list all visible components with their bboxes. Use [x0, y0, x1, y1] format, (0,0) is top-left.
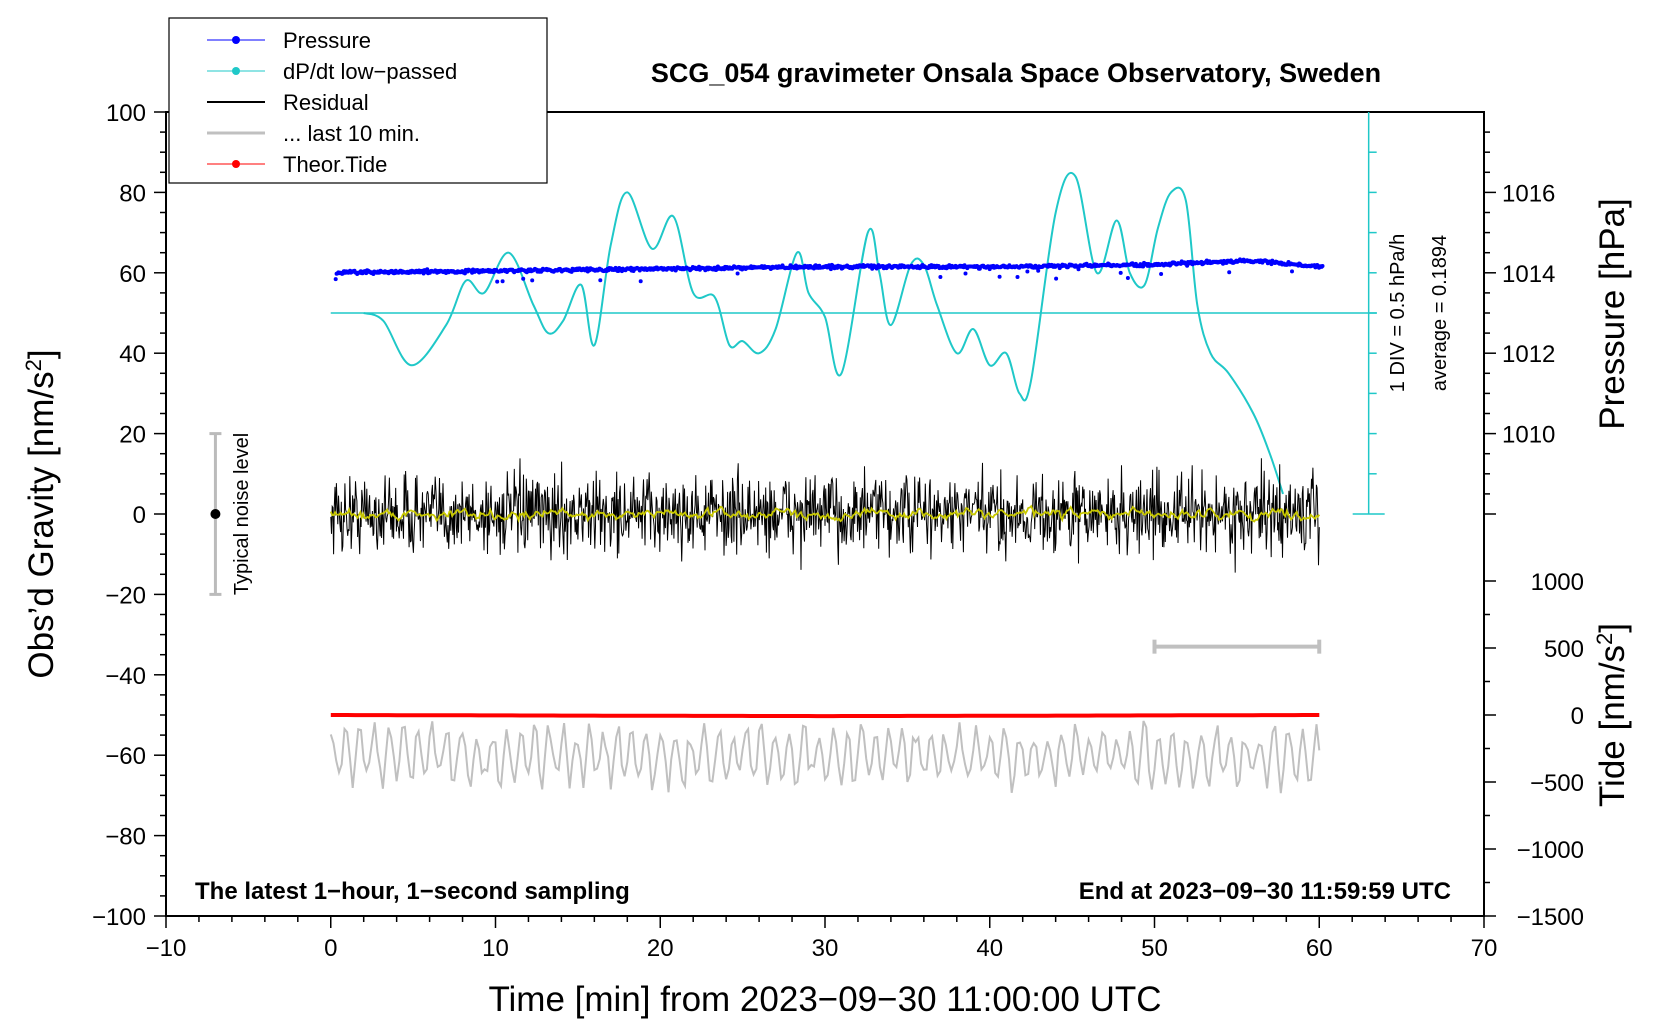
tide-tick-label: −500: [1530, 770, 1584, 797]
pressure-point: [828, 267, 833, 272]
legend-label-last10: ... last 10 min.: [283, 121, 420, 146]
pressure-point: [963, 271, 968, 276]
tide-tick-label: −1000: [1517, 837, 1584, 864]
y-axis-label-tide-main: Tide [nm/s: [1593, 645, 1632, 807]
pressure-point: [1015, 275, 1020, 279]
x-tick-label: 30: [812, 935, 839, 962]
pressure-point: [500, 279, 505, 284]
pressure-point: [1076, 267, 1081, 272]
annotation-end-time: End at 2023−09−30 11:59:59 UTC: [1079, 878, 1451, 905]
pressure-point: [1159, 272, 1164, 276]
legend-entry-dpdt: dP/dt low−passed: [207, 59, 457, 84]
y-axis-label-tide-tail: ]: [1593, 623, 1632, 633]
y-axis-label-tide-sup: 2: [1592, 633, 1617, 645]
series-layer: [209, 112, 1385, 794]
y-axis-label-pressure: Pressure [hPa]: [1593, 198, 1632, 430]
chart-title: SCG_054 gravimeter Onsala Space Observat…: [651, 58, 1381, 88]
y-left-tick-label: −100: [92, 904, 146, 931]
y-left-tick-label: 100: [106, 100, 146, 127]
legend-entry-residual: Residual: [207, 90, 369, 115]
x-tick-label: 60: [1306, 935, 1333, 962]
residual-line: [330, 458, 1320, 573]
x-tick-label: 20: [647, 935, 674, 962]
noise-level-center: [210, 509, 221, 519]
pressure-tick-label: 1012: [1502, 341, 1555, 368]
axes-layer: −10 0 10 20 30 40 50 60 70100806040200−20−40−60−…: [92, 100, 1584, 962]
y-axis-label-left-main: Obs’d Gravity [nm/s: [22, 371, 61, 678]
pressure-point: [1025, 269, 1030, 274]
legend-entry-last10: ... last 10 min.: [207, 121, 420, 146]
pressure-point: [495, 279, 500, 284]
pressure-point: [521, 276, 526, 281]
pressure-point: [938, 275, 943, 279]
annotation-sampling: The latest 1−hour, 1−second sampling: [195, 878, 630, 905]
legend-entry-tide: Theor.Tide: [207, 152, 387, 177]
legend-label-tide: Theor.Tide: [283, 152, 387, 177]
legend-marker-pressure: [232, 36, 240, 44]
y-left-tick-label: −80: [105, 824, 146, 851]
pressure-point: [333, 277, 338, 282]
legend-label-residual: Residual: [283, 90, 369, 115]
pressure-point: [1125, 276, 1130, 280]
x-tick-label: 50: [1141, 935, 1168, 962]
pressure-tick-label: 1010: [1502, 422, 1555, 449]
pressure-point: [997, 274, 1002, 279]
pressure-tick-label: 1014: [1502, 261, 1555, 288]
y-left-tick-label: −60: [105, 743, 146, 770]
legend-marker-dpdt: [232, 67, 240, 75]
y-left-tick-label: 60: [119, 261, 146, 288]
x-tick-label: 10: [482, 935, 509, 962]
legend-box: [168, 17, 548, 184]
pressure-point: [1054, 276, 1059, 281]
y-axis-label-left: Obs’d Gravity [nm/s2]: [21, 349, 62, 678]
y-left-tick-label: 20: [119, 422, 146, 449]
y-left-tick-label: 80: [119, 180, 146, 207]
pressure-tick-label: 1016: [1502, 180, 1555, 207]
residual-smoothed-line: [329, 504, 1321, 524]
tide-tick-label: 500: [1544, 636, 1584, 663]
tide-tick-label: 1000: [1531, 569, 1584, 596]
dpdt-lowpassed-line: [363, 171, 1284, 495]
tide-tick-label: −1500: [1517, 904, 1584, 931]
pressure-point: [638, 279, 643, 284]
pressure-point: [1290, 269, 1294, 274]
legend: Pressure dP/dt low−passed Residual ... l…: [168, 17, 548, 184]
noise-level-label: Typical noise level: [231, 433, 253, 595]
pressure-point: [530, 278, 535, 283]
y-left-tick-label: −40: [105, 663, 146, 690]
pressure-point: [1227, 270, 1232, 275]
pressure-point: [1320, 264, 1325, 268]
pressure-point: [1118, 270, 1123, 275]
y-axis-label-left-tail: ]: [22, 349, 61, 359]
legend-label-pressure: Pressure: [283, 28, 371, 53]
legend-entry-pressure: Pressure: [207, 28, 371, 53]
pressure-point: [735, 271, 740, 276]
dpdt-scale-label-average: average = 0.1894: [1429, 235, 1451, 391]
x-tick-label: −10: [146, 935, 187, 962]
dpdt-scale-label-div: 1 DIV = 0.5 hPa/h: [1387, 234, 1409, 392]
pressure-point: [1036, 268, 1041, 273]
y-axis-label-tide: Tide [nm/s2]: [1592, 623, 1633, 807]
y-left-tick-label: 0: [133, 502, 146, 529]
legend-marker-tide: [232, 160, 240, 168]
y-axis-label-left-sup: 2: [21, 359, 46, 371]
x-tick-label: 0: [324, 935, 337, 962]
theor-tide-line: [330, 713, 1320, 719]
x-tick-label: 70: [1471, 935, 1498, 962]
tide-tick-label: 0: [1571, 703, 1584, 730]
legend-label-dpdt: dP/dt low−passed: [283, 59, 457, 84]
y-left-tick-label: −20: [105, 582, 146, 609]
x-axis-label: Time [min] from 2023−09−30 11:00:00 UTC: [488, 980, 1161, 1019]
x-tick-label: 40: [976, 935, 1003, 962]
last-10-min-line: [329, 720, 1321, 794]
pressure-point: [598, 278, 603, 283]
y-left-tick-label: 40: [119, 341, 146, 368]
